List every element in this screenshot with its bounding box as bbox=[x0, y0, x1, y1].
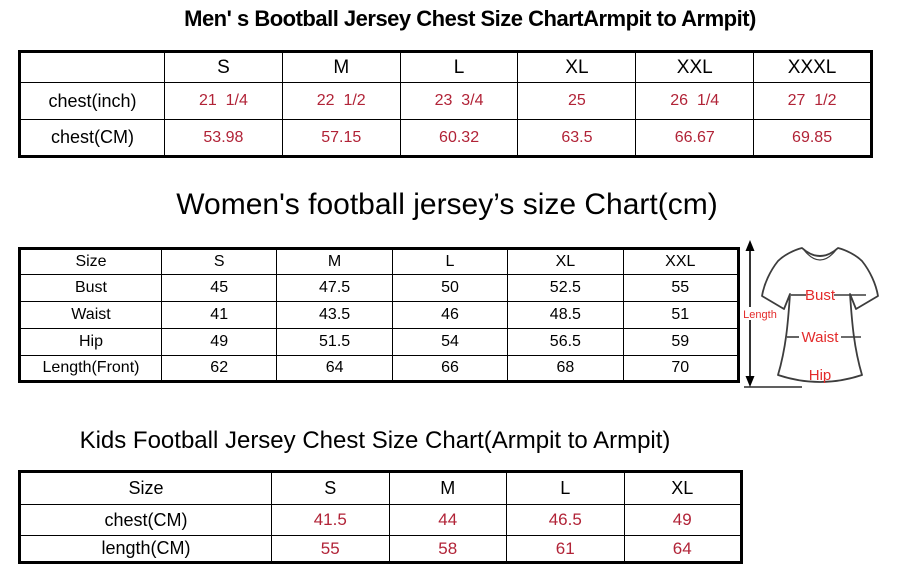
cell-chest-cm-s: 53.98 bbox=[164, 119, 283, 157]
cell-chest-cm-l: 60.32 bbox=[399, 119, 519, 157]
women-hip-row: Hip 49 51.5 54 56.5 59 bbox=[19, 328, 740, 356]
kids-header-xl: XL bbox=[623, 471, 742, 505]
cell-hip-xl: 56.5 bbox=[507, 328, 624, 356]
cell-waist-s: 41 bbox=[160, 301, 278, 329]
cell-chest-inch-s: 21 1/4 bbox=[164, 82, 283, 120]
cell-kids-chest-s: 41.5 bbox=[271, 504, 390, 536]
men-header-xxxl: XXXL bbox=[753, 51, 872, 83]
row-label: chest(CM) bbox=[19, 504, 272, 536]
women-bust-row: Bust 45 47.5 50 52.5 55 bbox=[19, 274, 740, 302]
cell-waist-xxl: 51 bbox=[622, 301, 740, 329]
tshirt-measure-diagram: Length Bust Waist Hip bbox=[742, 240, 879, 388]
row-label: chest(CM) bbox=[19, 119, 165, 157]
bust-label: Bust bbox=[805, 287, 836, 304]
tshirt-icon bbox=[761, 247, 879, 383]
row-label: length(CM) bbox=[19, 535, 272, 563]
men-header-row: S M L XL XXL XXXL bbox=[19, 51, 872, 83]
cell-waist-m: 43.5 bbox=[276, 301, 393, 329]
collar-inner-line bbox=[803, 249, 837, 261]
cell-chest-cm-xxxl: 69.85 bbox=[753, 119, 872, 157]
cell-chest-cm-xl: 63.5 bbox=[517, 119, 637, 157]
cell-bust-xxl: 55 bbox=[622, 274, 740, 302]
men-chart-title: Men' s Bootball Jersey Chest Size ChartA… bbox=[184, 6, 756, 31]
kids-size-table: Size S M L XL chest(CM) 41.5 44 46.5 49 … bbox=[18, 470, 743, 564]
cell-length-l: 66 bbox=[391, 355, 509, 382]
cell-hip-s: 49 bbox=[160, 328, 278, 356]
waist-label: Waist bbox=[802, 329, 840, 346]
cell-kids-chest-l: 46.5 bbox=[506, 504, 625, 536]
kids-header-row: Size S M L XL bbox=[19, 471, 742, 505]
cell-length-xl: 68 bbox=[507, 355, 624, 382]
women-header-m: M bbox=[276, 248, 393, 275]
cell-bust-s: 45 bbox=[160, 274, 278, 302]
cell-waist-l: 46 bbox=[391, 301, 509, 329]
men-header-xl: XL bbox=[517, 51, 637, 83]
men-header-s: S bbox=[164, 51, 283, 83]
women-header-l: L bbox=[391, 248, 509, 275]
cell-kids-chest-xl: 49 bbox=[623, 504, 742, 536]
women-header-s: S bbox=[160, 248, 278, 275]
women-chart-title: Women's football jersey’s size Chart(cm) bbox=[176, 188, 718, 221]
women-length-row: Length(Front) 62 64 66 68 70 bbox=[19, 355, 740, 382]
row-label: Length(Front) bbox=[19, 355, 162, 382]
men-header-xxl: XXL bbox=[635, 51, 755, 83]
men-size-table: S M L XL XXL XXXL chest(inch) 21 1/4 22 … bbox=[18, 50, 873, 158]
kids-header-l: L bbox=[506, 471, 625, 505]
cell-waist-xl: 48.5 bbox=[507, 301, 624, 329]
row-label: Hip bbox=[19, 328, 162, 356]
cell-hip-xxl: 59 bbox=[622, 328, 740, 356]
cell-bust-m: 47.5 bbox=[276, 274, 393, 302]
cell-chest-inch-m: 22 1/2 bbox=[281, 82, 401, 120]
cell-chest-cm-xxl: 66.67 bbox=[635, 119, 755, 157]
cell-hip-l: 54 bbox=[391, 328, 509, 356]
cell-kids-length-s: 55 bbox=[271, 535, 390, 563]
kids-length-row: length(CM) 55 58 61 64 bbox=[19, 535, 742, 563]
hip-label: Hip bbox=[809, 367, 832, 384]
men-header-m: M bbox=[281, 51, 401, 83]
kids-chart-title: Kids Football Jersey Chest Size Chart(Ar… bbox=[79, 427, 671, 454]
men-chest-cm-row: chest(CM) 53.98 57.15 60.32 63.5 66.67 6… bbox=[19, 119, 872, 157]
cell-length-xxl: 70 bbox=[622, 355, 740, 382]
cell-bust-l: 50 bbox=[391, 274, 509, 302]
row-label: Bust bbox=[19, 274, 162, 302]
measure-lines bbox=[787, 294, 866, 338]
women-size-table: Size S M L XL XXL Bust 45 47.5 50 52.5 5… bbox=[18, 247, 740, 383]
men-header-empty bbox=[19, 51, 165, 83]
women-header-size: Size bbox=[19, 248, 162, 275]
kids-header-m: M bbox=[388, 471, 507, 505]
length-label: Length bbox=[743, 309, 777, 321]
cell-bust-xl: 52.5 bbox=[507, 274, 624, 302]
cell-chest-inch-l: 23 3/4 bbox=[399, 82, 519, 120]
women-header-xl: XL bbox=[507, 248, 624, 275]
kids-header-s: S bbox=[271, 471, 390, 505]
cell-kids-length-xl: 64 bbox=[623, 535, 742, 563]
row-label: chest(inch) bbox=[19, 82, 165, 120]
women-header-row: Size S M L XL XXL bbox=[19, 248, 740, 275]
cell-chest-inch-xxl: 26 1/4 bbox=[635, 82, 755, 120]
cell-chest-inch-xl: 25 bbox=[517, 82, 637, 120]
length-label-bg bbox=[742, 307, 779, 320]
kids-chest-row: chest(CM) 41.5 44 46.5 49 bbox=[19, 504, 742, 536]
men-header-l: L bbox=[399, 51, 519, 83]
men-chest-inch-row: chest(inch) 21 1/4 22 1/2 23 3/4 25 26 1… bbox=[19, 82, 872, 120]
cell-length-m: 64 bbox=[276, 355, 393, 382]
women-waist-row: Waist 41 43.5 46 48.5 51 bbox=[19, 301, 740, 329]
cell-chest-inch-xxxl: 27 1/2 bbox=[753, 82, 872, 120]
cell-kids-chest-m: 44 bbox=[388, 504, 507, 536]
cell-hip-m: 51.5 bbox=[276, 328, 393, 356]
cell-kids-length-l: 61 bbox=[506, 535, 625, 563]
women-header-xxl: XXL bbox=[622, 248, 740, 275]
row-label: Waist bbox=[19, 301, 162, 329]
cell-chest-cm-m: 57.15 bbox=[281, 119, 401, 157]
cell-kids-length-m: 58 bbox=[388, 535, 507, 563]
kids-header-size: Size bbox=[19, 471, 272, 505]
cell-length-s: 62 bbox=[160, 355, 278, 382]
